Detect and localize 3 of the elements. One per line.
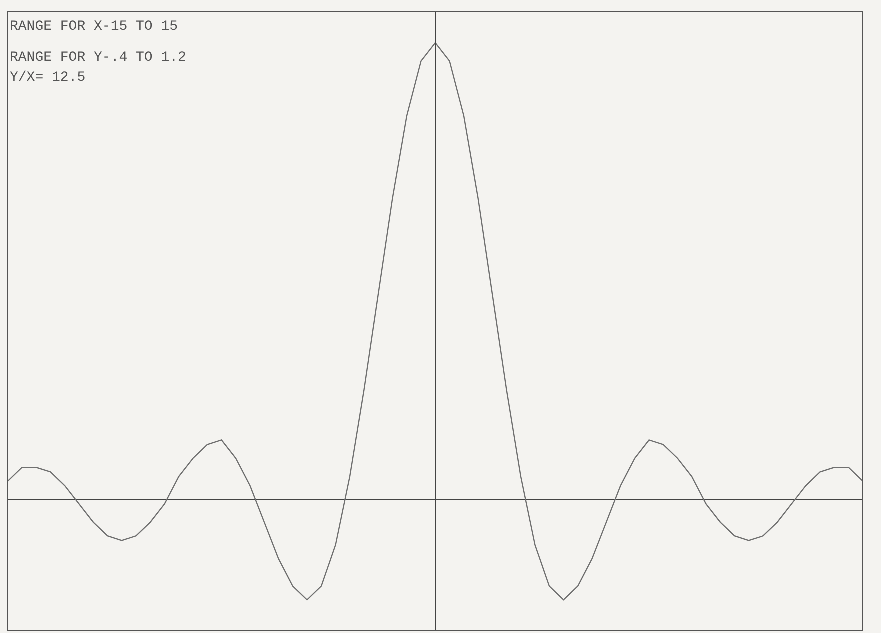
annotation: RANGE FOR Y-.4 TO 1.2 xyxy=(10,50,186,66)
annotation: Y/X= 12.5 xyxy=(10,70,86,86)
text: RANGE FOR X-15 TO 15 xyxy=(10,19,178,35)
